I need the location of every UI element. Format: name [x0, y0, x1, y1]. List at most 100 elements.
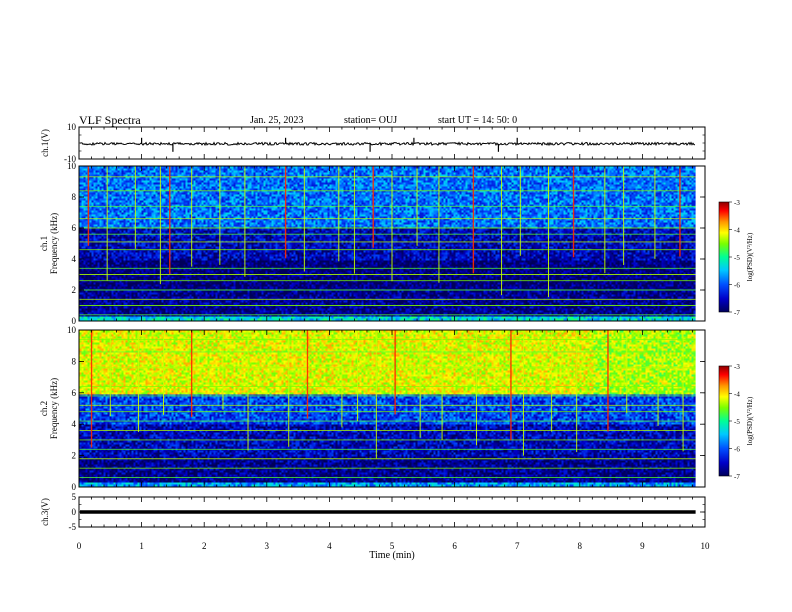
ch1-spectrogram-cell: [90, 215, 92, 217]
ch1-spectrogram-cell: [96, 251, 98, 253]
ch1-spectrogram-cell: [98, 317, 100, 319]
ch1-spectrogram-cell: [80, 307, 82, 309]
ch1-spectrogram-cell: [96, 247, 98, 249]
ch1-spectrogram-cell: [94, 235, 96, 237]
ch1-spectrogram-cell: [86, 257, 88, 259]
ch1-spectrogram-cell: [90, 211, 92, 213]
ch1-spectrogram-cell: [90, 293, 92, 295]
ch1-spectrogram-cell: [84, 215, 86, 217]
ch1-spectrogram-cell: [90, 269, 92, 271]
ch1-spectrogram-cell: [94, 221, 96, 223]
ch1-spectrogram-cell: [82, 257, 84, 259]
ch1-spectrogram-cell: [96, 181, 98, 183]
ch1-spectrogram-cell: [88, 287, 90, 289]
ch1-spectrogram-cell: [96, 319, 98, 321]
ch1-spectrogram-cell: [90, 283, 92, 285]
vlf-figure: 10-10ch.1(V)0246810ch.1 Frequency (kHz)-3…: [0, 0, 792, 612]
ch1-spectrogram-cell: [100, 295, 102, 297]
ch1-spectrogram-cell: [86, 263, 88, 265]
ch1-spectrogram-cell: [92, 255, 94, 257]
ch1-spectrogram-cell: [82, 179, 84, 181]
ch1-spectrogram-cell: [92, 265, 94, 267]
ch1-spectrogram-cell: [92, 183, 94, 185]
ch1-spectrogram-cell: [80, 173, 82, 175]
ch1-spectrogram-cell: [100, 283, 102, 285]
ch1-spectrogram-cell: [80, 245, 82, 247]
ch1-spectrogram-cell: [92, 221, 94, 223]
ch1-spectrogram-cell: [96, 229, 98, 231]
ch1-spectrogram-cell: [96, 175, 98, 177]
ch1-spectrogram-cell: [96, 223, 98, 225]
ch1-spectrogram-cell: [98, 221, 100, 223]
ch1-spectrogram-cell: [86, 235, 88, 237]
ch1-spectrogram-cell: [100, 285, 102, 287]
ch1-spectrogram-cell: [86, 221, 88, 223]
ch1-spectrogram-cell: [98, 253, 100, 255]
ch1-spectrogram-cell: [98, 259, 100, 261]
ch1-spectrogram-cell: [82, 203, 84, 205]
ch1-spectrogram-cell: [92, 207, 94, 209]
ch1-spectrogram-cell: [98, 181, 100, 183]
ch1-spectrogram-cell: [102, 203, 104, 205]
ch1-spectrogram-cell: [96, 209, 98, 211]
ch1-spectrogram-cell: [80, 179, 82, 181]
ch1-spectrogram-cell: [84, 179, 86, 181]
ch1-spectrogram-cell: [90, 179, 92, 181]
ch1-spectrogram-cell: [94, 237, 96, 239]
ch1-spectrogram-cell: [88, 309, 90, 311]
ch1-spectrogram-cell: [96, 277, 98, 279]
ch1-spectrogram-cell: [94, 251, 96, 253]
ch1-spectrogram-cell: [102, 181, 104, 183]
ch1-spectrogram-cell: [86, 169, 88, 171]
ch1-spectrogram-cell: [96, 257, 98, 259]
ch1-spectrogram-cell: [84, 285, 86, 287]
ch1-spectrogram-cell: [86, 223, 88, 225]
ch1-spectrogram-cell: [82, 269, 84, 271]
ch1-spectrogram-cell: [90, 183, 92, 185]
ch1-spectrogram-cell: [92, 173, 94, 175]
ch1-spectrogram-cell: [102, 197, 104, 199]
ch1-waveform-trace: [80, 143, 695, 146]
ch1-spectrogram-cell: [92, 253, 94, 255]
ch1-spectrogram-cell: [98, 207, 100, 209]
ch1-spectrogram-cell: [96, 171, 98, 173]
ch1-spectrogram-cell: [86, 231, 88, 233]
ch1-spectrogram-cell: [82, 271, 84, 273]
ch1-spectrogram-cell: [90, 169, 92, 171]
ch1-spectrogram-cell: [80, 199, 82, 201]
ch1-spectrogram-cell: [98, 291, 100, 293]
ch1-spectrogram-cell: [90, 171, 92, 173]
ch1-spectrogram-cell: [88, 255, 90, 257]
ch1-spectrogram-cell: [82, 295, 84, 297]
ch1-spectrogram-cell: [98, 269, 100, 271]
ch1-spectrogram-cell: [94, 307, 96, 309]
ch1-spectrogram-cell: [88, 295, 90, 297]
ch1-spectrogram-cell: [82, 287, 84, 289]
ch1-spectrogram-cell: [98, 209, 100, 211]
ch1-spectrogram-cell: [80, 225, 82, 227]
ch1-spectrogram-cell: [94, 239, 96, 241]
ch1-spectrogram-cell: [100, 173, 102, 175]
ch1-spectrogram-cell: [92, 169, 94, 171]
ch1-spectrogram-cell: [84, 253, 86, 255]
ch1-spectrogram-cell: [86, 293, 88, 295]
ch1-spectrogram-cell: [90, 197, 92, 199]
ch1-spectrogram-cell: [94, 231, 96, 233]
ch1-spectrogram-cell: [94, 293, 96, 295]
ch1-spectrogram-cell: [84, 199, 86, 201]
ch1-spectrogram-cell: [92, 197, 94, 199]
ch1-spectrogram-cell: [100, 259, 102, 261]
ch1-spectrogram-cell: [80, 261, 82, 263]
ch1-spectrogram-cell: [86, 277, 88, 279]
ch1-spectrogram-cell: [100, 253, 102, 255]
ch1-spectrogram-cell: [98, 229, 100, 231]
ch1-spectrogram-cell: [92, 277, 94, 279]
ch1-spectrogram-cell: [80, 293, 82, 295]
ch1-spectrogram-cell: [84, 183, 86, 185]
ch1-spectrogram-cell: [86, 319, 88, 321]
ch1-spectrogram-cell: [98, 195, 100, 197]
ch1-spectrogram-cell: [90, 187, 92, 189]
ch1-spectrogram-cell: [84, 209, 86, 211]
ch1-spectrogram-cell: [86, 259, 88, 261]
ch1-spectrogram-cell: [88, 259, 90, 261]
